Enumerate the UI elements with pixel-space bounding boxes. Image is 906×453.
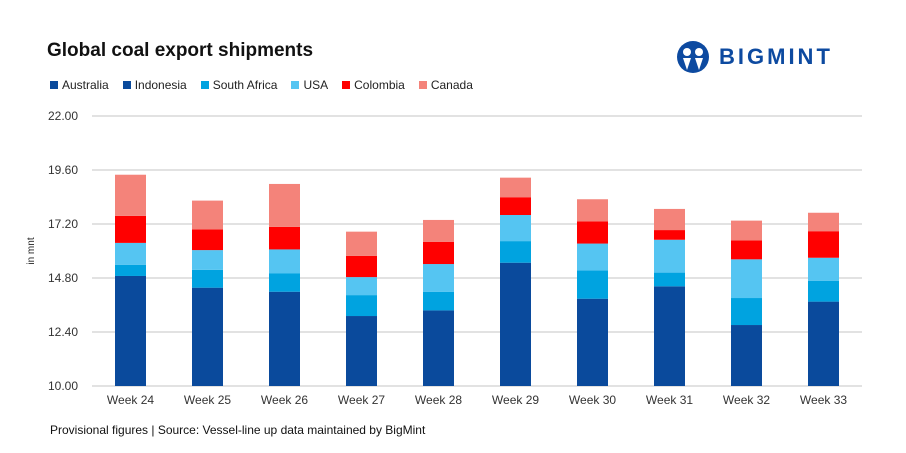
bar-segment-canada — [192, 200, 223, 230]
bar-segment-usa — [808, 257, 839, 281]
y-tick-label: 19.60 — [48, 163, 78, 177]
legend-label: Colombia — [354, 78, 405, 92]
bar-segment-indonesia — [269, 291, 300, 386]
bar-segment-canada — [346, 231, 377, 256]
legend-item: Colombia — [342, 78, 405, 92]
bar-segment-south-africa — [500, 241, 531, 263]
bar-segment-indonesia — [192, 287, 223, 386]
y-tick-label: 22.00 — [48, 109, 78, 123]
bar-segment-canada — [577, 199, 608, 222]
bar-segment-colombia — [654, 230, 685, 240]
bar-segment-south-africa — [731, 298, 762, 326]
y-axis-label: in mnt — [26, 237, 37, 264]
legend-item: Canada — [418, 78, 473, 92]
bar-segment-canada — [500, 177, 531, 198]
bar-segment-south-africa — [115, 264, 146, 276]
bar-segment-indonesia — [423, 310, 454, 386]
bar-segment-indonesia — [115, 275, 146, 386]
bar-segment-usa — [115, 242, 146, 265]
legend-label: Canada — [430, 78, 473, 92]
legend-swatch — [418, 81, 427, 89]
legend-item: Indonesia — [122, 78, 187, 92]
bar-segment-indonesia — [346, 316, 377, 386]
x-tick-label: Week 32 — [723, 393, 770, 407]
legend-swatch — [50, 81, 58, 89]
bigmint-logo-icon — [677, 41, 709, 73]
legend-swatch — [342, 81, 351, 89]
bar-segment-indonesia — [500, 262, 531, 386]
x-tick-label: Week 28 — [415, 393, 462, 407]
legend-label: Indonesia — [134, 78, 187, 92]
legend-label: Australia — [62, 78, 109, 92]
x-tick-label: Week 30 — [569, 393, 616, 407]
bar-segment-south-africa — [269, 273, 300, 292]
bar-segment-colombia — [731, 240, 762, 260]
x-tick-label: Week 24 — [107, 393, 154, 407]
bar-segment-south-africa — [654, 272, 685, 287]
bar-segment-colombia — [423, 241, 454, 265]
bar-segment-canada — [808, 212, 839, 232]
legend-label: South Africa — [212, 78, 278, 92]
legend-label: USA — [303, 78, 329, 92]
bar-segment-usa — [192, 250, 223, 270]
bar-segment-canada — [423, 219, 454, 242]
bar-segment-south-africa — [808, 280, 839, 302]
legend-swatch — [200, 81, 209, 89]
bar-segment-usa — [577, 243, 608, 271]
legend-item: South Africa — [200, 78, 278, 92]
bar-segment-south-africa — [577, 270, 608, 299]
bar-segment-south-africa — [423, 291, 454, 311]
x-tick-label: Week 33 — [800, 393, 847, 407]
bar-segment-colombia — [500, 197, 531, 215]
bar-segment-canada — [654, 208, 685, 231]
bar-segment-usa — [654, 239, 685, 273]
bar-segment-canada — [115, 174, 146, 216]
logo-text: BIGMINT — [719, 44, 833, 69]
bar-segment-south-africa — [346, 295, 377, 317]
x-tick-label: Week 31 — [646, 393, 693, 407]
legend-swatch — [291, 81, 300, 89]
bar-segment-colombia — [577, 221, 608, 244]
bar-segment-usa — [269, 249, 300, 274]
y-tick-label: 12.40 — [48, 325, 78, 339]
bar-segment-colombia — [269, 226, 300, 250]
y-tick-label: 17.20 — [48, 217, 78, 231]
bigmint-logo: BIGMINT — [675, 40, 833, 74]
source-footnote: Provisional figures | Source: Vessel-lin… — [50, 423, 426, 437]
x-tick-label: Week 25 — [184, 393, 231, 407]
legend: Australia Indonesia South Africa USA Colombi… — [50, 78, 473, 92]
bar-segment-indonesia — [808, 301, 839, 386]
bar-segment-colombia — [192, 229, 223, 251]
x-tick-label: Week 26 — [261, 393, 308, 407]
bar-segment-canada — [731, 220, 762, 241]
bar-segment-colombia — [346, 255, 377, 278]
bar-segment-colombia — [115, 215, 146, 243]
bar-segment-canada — [269, 183, 300, 227]
bar-segment-indonesia — [731, 325, 762, 386]
bar-segment-usa — [731, 259, 762, 299]
x-tick-label: Week 29 — [492, 393, 539, 407]
chart-title: Global coal export shipments — [47, 40, 314, 61]
y-tick-label: 14.80 — [48, 271, 78, 285]
bar-segment-colombia — [808, 231, 839, 258]
bar-segment-indonesia — [654, 286, 685, 386]
legend-swatch — [122, 81, 131, 89]
bar-segment-usa — [346, 277, 377, 296]
y-tick-label: 10.00 — [48, 379, 78, 393]
legend-item: USA — [291, 78, 328, 92]
bar-segment-south-africa — [192, 269, 223, 288]
bar-segment-usa — [423, 264, 454, 292]
x-tick-label: Week 27 — [338, 393, 385, 407]
bar-segment-indonesia — [577, 298, 608, 386]
legend-item: Australia — [50, 78, 109, 92]
bar-segment-usa — [500, 215, 531, 242]
